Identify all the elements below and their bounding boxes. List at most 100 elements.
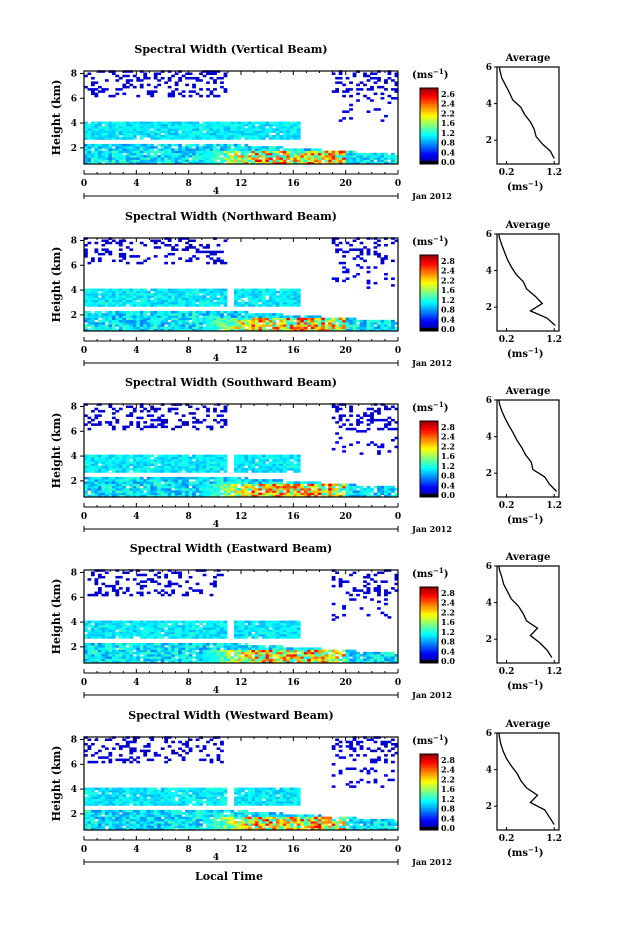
heatmap-cell <box>196 128 200 131</box>
heatmap-cell <box>346 242 350 245</box>
heatmap-cell <box>168 486 172 489</box>
heatmap-cell <box>203 488 207 491</box>
heatmap-cell <box>220 262 224 265</box>
heatmap-cell <box>129 656 133 659</box>
heatmap-cell <box>185 484 189 487</box>
heatmap-cell <box>258 481 262 484</box>
heatmap-cell <box>147 625 151 628</box>
heatmap-cell <box>342 324 346 327</box>
heatmap-cell <box>112 643 116 646</box>
heatmap-cell <box>185 155 189 158</box>
heatmap-cell <box>164 634 168 637</box>
heatmap-cell <box>356 320 360 323</box>
heatmap-cell <box>175 426 179 429</box>
heatmap-cell <box>224 410 228 413</box>
heatmap-cell <box>122 131 126 134</box>
heatmap-cell <box>213 131 217 134</box>
heatmap-cell <box>367 414 371 417</box>
heatmap-cell <box>192 488 196 491</box>
heatmap-cell <box>150 481 154 484</box>
heatmap-cell <box>94 242 98 245</box>
heatmap-cell <box>154 459 158 462</box>
heatmap-cell <box>108 295 112 298</box>
heatmap-cell <box>87 151 91 154</box>
heatmap-cell <box>157 461 161 464</box>
heatmap-cell <box>108 656 112 659</box>
heatmap-cell <box>115 324 119 327</box>
heatmap-cell <box>297 124 301 127</box>
heatmap-cell <box>196 428 200 431</box>
heatmap-cell <box>262 318 266 321</box>
heatmap-cell <box>189 481 193 484</box>
heatmap-cell <box>140 124 144 127</box>
heatmap-cell <box>265 479 269 482</box>
heatmap-cell <box>217 477 221 480</box>
heatmap-cell <box>251 300 255 303</box>
heatmap-cell <box>161 645 165 648</box>
heatmap-cell <box>213 479 217 482</box>
heatmap-cell <box>227 320 231 323</box>
heatmap-cell <box>91 137 95 140</box>
heatmap-cell <box>321 493 325 496</box>
heatmap-cell <box>185 322 189 325</box>
heatmap-cell <box>108 124 112 127</box>
heatmap-cell <box>276 157 280 160</box>
heatmap-cell <box>342 151 346 154</box>
average-y-tick-label: 2 <box>486 469 492 479</box>
heatmap-cell <box>244 468 248 471</box>
heatmap-cell <box>143 585 147 588</box>
heatmap-cell <box>272 468 276 471</box>
heatmap-cell <box>150 131 154 134</box>
heatmap-cell <box>297 151 301 154</box>
heatmap-cell <box>265 293 269 296</box>
heatmap-cell <box>185 289 189 292</box>
heatmap-cell <box>94 594 98 597</box>
heatmap-cell <box>304 151 308 154</box>
heatmap-cell <box>269 455 273 458</box>
panel-title: Spectral Width (Northward Beam) <box>125 210 337 223</box>
y-axis-label: Height (km) <box>50 413 63 489</box>
heatmap-cell <box>133 324 137 327</box>
heatmap-cell <box>199 302 203 305</box>
heatmap-cell <box>154 479 158 482</box>
heatmap-cell <box>251 324 255 327</box>
heatmap-cell <box>262 457 266 460</box>
heatmap-cell <box>119 627 123 630</box>
x-tick-label: 0 <box>395 179 401 189</box>
heatmap-cell <box>297 461 301 464</box>
heatmap-cell <box>115 592 119 595</box>
heatmap-cell <box>168 324 172 327</box>
heatmap-cell <box>238 313 242 316</box>
heatmap-cell <box>119 464 123 467</box>
heatmap-cell <box>182 464 186 467</box>
heatmap-cell <box>206 320 210 323</box>
heatmap-cell <box>133 466 137 469</box>
heatmap-cell <box>356 327 360 330</box>
heatmap-cell <box>342 423 346 426</box>
heatmap-cell <box>203 455 207 458</box>
heatmap-cell <box>234 455 238 458</box>
heatmap-cell <box>283 302 287 305</box>
heatmap-cell <box>346 320 350 323</box>
heatmap-cell <box>367 490 371 493</box>
heatmap-cell <box>251 135 255 138</box>
heatmap-cell <box>171 153 175 156</box>
heatmap-cell <box>199 318 203 321</box>
heatmap-cell <box>161 656 165 659</box>
heatmap-cell <box>182 315 186 318</box>
heatmap-cell <box>328 327 332 330</box>
heatmap-cell <box>290 488 294 491</box>
heatmap-cell <box>133 481 137 484</box>
heatmap-cell <box>143 468 147 471</box>
heatmap-cell <box>122 157 126 160</box>
heatmap-cell <box>171 160 175 163</box>
heatmap-cell <box>255 148 259 151</box>
heatmap-cell <box>318 151 322 154</box>
heatmap-cell <box>101 137 105 140</box>
heatmap-cell <box>178 289 182 292</box>
heatmap-cell <box>241 131 245 134</box>
heatmap-cell <box>196 248 200 251</box>
heatmap-cell <box>129 144 133 147</box>
heatmap-cell <box>290 468 294 471</box>
heatmap-cell <box>290 322 294 325</box>
